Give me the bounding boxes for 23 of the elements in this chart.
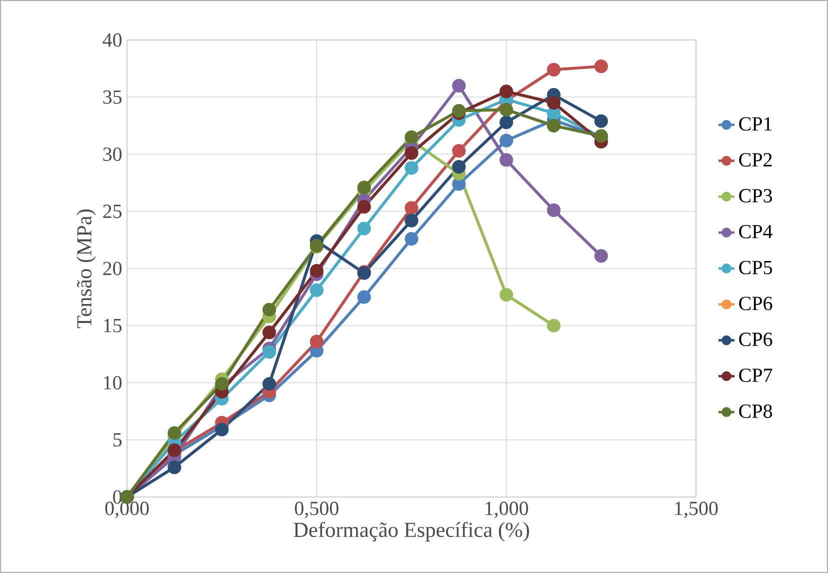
- x-tick-label: 0,500: [294, 502, 338, 518]
- x-axis-title: Deformação Específica (%): [294, 522, 530, 542]
- legend-label: CP6: [739, 332, 772, 346]
- y-tick-label: 15: [104, 318, 122, 332]
- y-tick-label: 35: [103, 90, 122, 104]
- legend-label: CP8: [739, 404, 772, 418]
- legend-label: CP4: [739, 224, 772, 238]
- legend-label: CP2: [739, 153, 772, 167]
- y-tick-label: 25: [103, 204, 122, 218]
- y-axis-title: Tensão (MPa): [76, 209, 96, 328]
- x-tick-label: 0,000: [105, 502, 149, 518]
- y-tick-label: 30: [103, 148, 122, 161]
- y-tick-label: 5: [113, 433, 122, 446]
- legend-label: CP5: [739, 260, 772, 274]
- legend-label: CP1: [739, 117, 772, 131]
- y-tick-label: 20: [103, 262, 122, 276]
- x-tick-label: 1,500: [675, 502, 718, 518]
- y-tick-label: 10: [104, 376, 122, 390]
- y-tick-label: 40: [102, 33, 122, 47]
- legend-label: CP7: [739, 368, 772, 382]
- legend-label: CP3: [739, 189, 772, 202]
- x-tick-label: 1,000: [486, 502, 528, 518]
- legend-label: CP6: [739, 296, 772, 310]
